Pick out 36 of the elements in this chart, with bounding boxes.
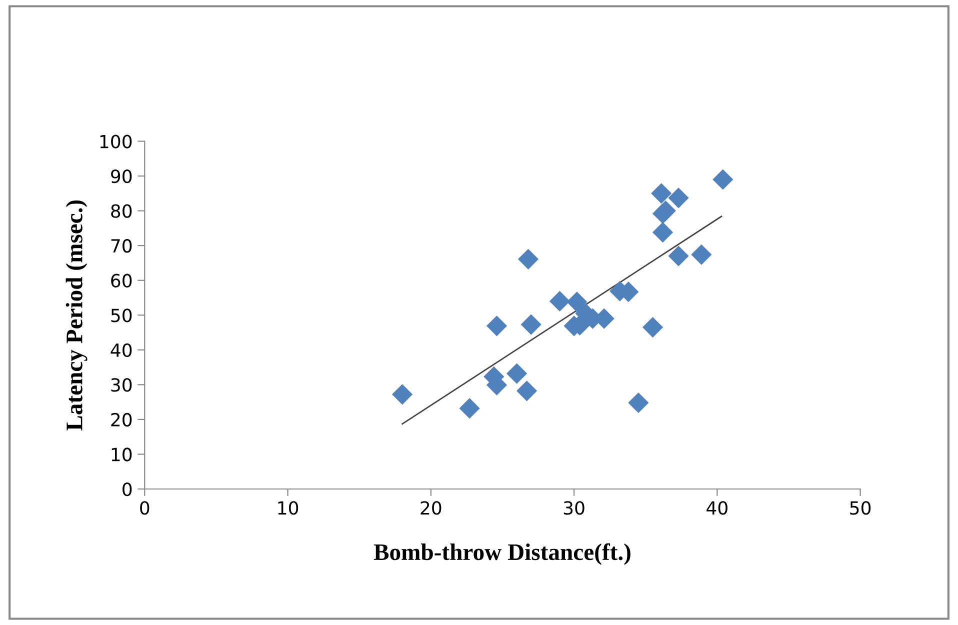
y-tick-label: 90 [111,169,132,184]
point [651,183,672,204]
y-tick-label: 80 [111,204,132,218]
point [566,292,588,312]
x-tick-label: 20 [420,501,442,515]
point [668,188,689,208]
point [628,392,649,414]
point [506,363,528,384]
point [691,244,712,265]
point [486,316,508,336]
point [459,398,480,419]
point [642,316,664,338]
y-tick-label: 70 [111,239,132,253]
point [652,222,674,243]
x-tick-label: 50 [850,501,871,515]
y-tick-label: 60 [111,274,132,288]
point [520,314,542,335]
y-tick-label: 20 [111,412,132,427]
y-axis-title: Latency Period (msec.) [66,200,88,430]
y-tick-label: 10 [112,448,132,462]
point [518,248,539,270]
x-tick-label: 10 [278,501,298,515]
point [712,169,734,190]
x-tick-label: 0 [140,501,150,515]
point [392,384,413,405]
x-tick-label: 40 [706,501,728,515]
y-tick-label: 100 [100,134,132,148]
x-axis-title: Bomb-throw Distance(ft.) [374,543,630,565]
y-tick-label: 30 [111,378,132,392]
y-tick-label: 40 [110,343,132,358]
y-tick-label: 0 [122,482,132,496]
point [516,380,538,402]
point [549,290,570,312]
point [668,246,689,266]
x-tick-label: 30 [564,501,584,515]
y-tick-label: 50 [111,308,132,322]
